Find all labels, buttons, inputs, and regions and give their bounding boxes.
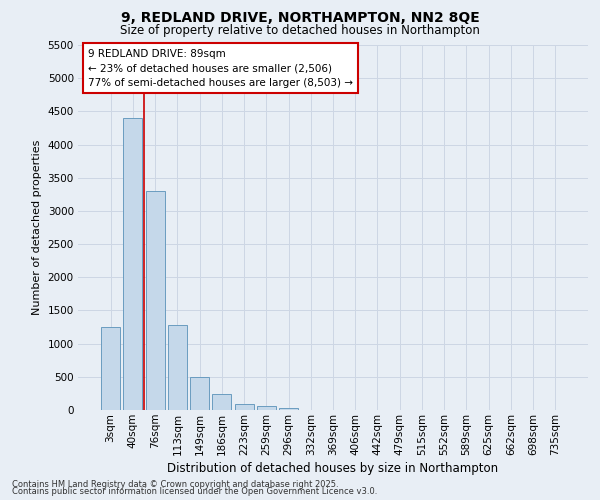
Bar (212, 394, 231, 410)
Bar (279, 408, 298, 410)
Bar (190, 377, 209, 410)
Text: 9 REDLAND DRIVE: 89sqm
← 23% of detached houses are smaller (2,506)
77% of semi-: 9 REDLAND DRIVE: 89sqm ← 23% of detached… (88, 48, 353, 88)
Y-axis label: Number of detached properties: Number of detached properties (32, 140, 42, 315)
Bar (124, 118, 142, 410)
Bar (146, 191, 164, 410)
Bar (257, 406, 276, 410)
Text: Size of property relative to detached houses in Northampton: Size of property relative to detached ho… (120, 24, 480, 37)
X-axis label: Distribution of detached houses by size in Northampton: Distribution of detached houses by size … (167, 462, 499, 475)
Text: Contains HM Land Registry data © Crown copyright and database right 2025.: Contains HM Land Registry data © Crown c… (12, 480, 338, 489)
Text: 9, REDLAND DRIVE, NORTHAMPTON, NN2 8QE: 9, REDLAND DRIVE, NORTHAMPTON, NN2 8QE (121, 11, 479, 25)
Text: Contains public sector information licensed under the Open Government Licence v3: Contains public sector information licen… (12, 488, 377, 496)
Bar (235, 404, 254, 410)
Bar (101, 327, 120, 410)
Bar (168, 325, 187, 410)
